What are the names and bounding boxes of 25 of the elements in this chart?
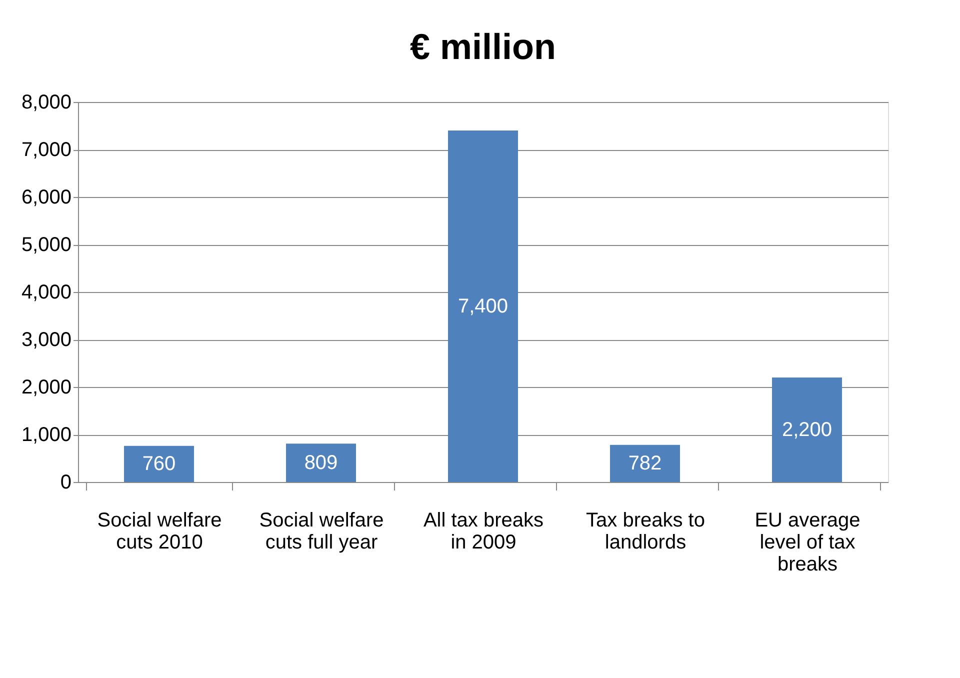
y-tick-label: 2,000 <box>21 376 72 398</box>
y-tick-label: 7,000 <box>21 139 72 161</box>
y-tick-label: 6,000 <box>21 186 72 208</box>
x-tick-label: Social welfare cuts 2010 <box>97 510 222 554</box>
y-tick-label: 3,000 <box>21 329 72 351</box>
x-tick-label: Tax breaks to landlords <box>586 510 705 554</box>
data-label: 809 <box>304 452 338 474</box>
data-label: 760 <box>142 452 176 475</box>
bar <box>610 444 680 482</box>
bar <box>124 446 194 482</box>
y-tick-label: 8,000 <box>21 92 72 114</box>
data-label: 7,400 <box>458 295 508 318</box>
x-tick-label: All tax breaks in 2009 <box>423 510 544 554</box>
y-tick-label: 1,000 <box>21 424 72 446</box>
y-tick-label: 4,000 <box>21 282 72 304</box>
bar <box>286 444 356 482</box>
data-label: 2,200 <box>782 418 832 441</box>
x-tick-label: EU average level of tax breaks <box>754 510 860 576</box>
y-tick-label: 0 <box>60 472 72 494</box>
y-tick-label: 5,000 <box>21 234 72 256</box>
bar <box>772 378 842 482</box>
chart-title: € million <box>410 26 556 67</box>
bar <box>448 130 518 482</box>
x-tick-label: Social welfare cuts full year <box>259 510 384 554</box>
data-label: 782 <box>628 452 662 474</box>
